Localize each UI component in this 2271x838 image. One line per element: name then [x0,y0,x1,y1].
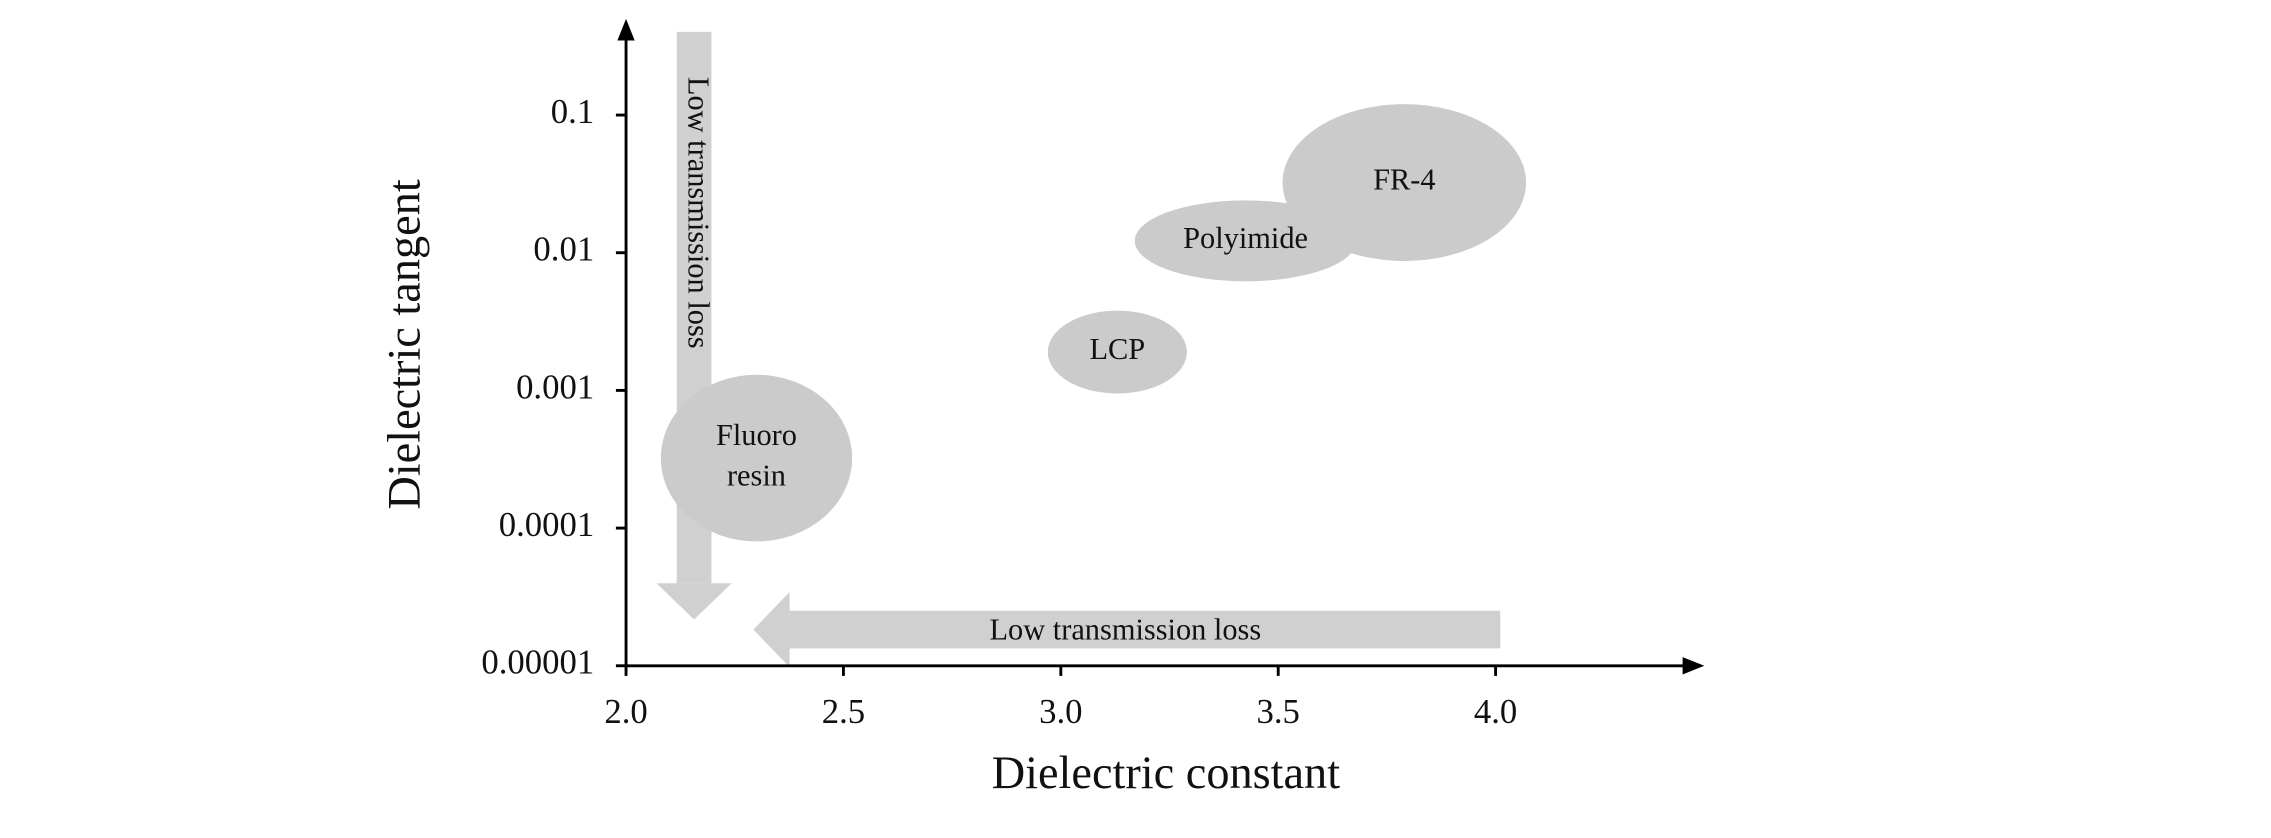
x-axis-title: Dielectric constant [992,748,1340,799]
annotation: Low transmission loss [682,77,716,349]
region-label: Polyimide [1183,221,1308,255]
region-label: LCP [1089,332,1145,366]
y-tick-label: 0.01 [533,230,594,269]
x-tick-label: 4.0 [1474,692,1517,731]
region-label: Fluoro resin [716,418,797,493]
x-tick-label: 3.5 [1257,692,1300,731]
regions [660,104,1527,542]
y-tick-label: 0.1 [551,92,594,131]
y-tick-label: 0.001 [516,367,594,406]
region [1047,310,1187,394]
arrow-horizontal [753,591,1501,668]
x-tick-label: 2.5 [822,692,865,731]
region-label: FR-4 [1373,163,1435,197]
x-axis-arrow [1682,657,1705,675]
y-axis-arrow [617,18,635,41]
y-tick-label: 0.0001 [499,505,594,544]
x-tick-label: 3.0 [1039,692,1082,731]
y-axis-title: Dielectric tangent [380,179,431,509]
region [1282,104,1527,262]
annotation: Low transmission loss [990,612,1262,646]
region [660,374,853,542]
axes [624,34,1689,668]
x-tick-label: 2.0 [604,692,647,731]
y-tick-label: 0.00001 [481,643,594,682]
